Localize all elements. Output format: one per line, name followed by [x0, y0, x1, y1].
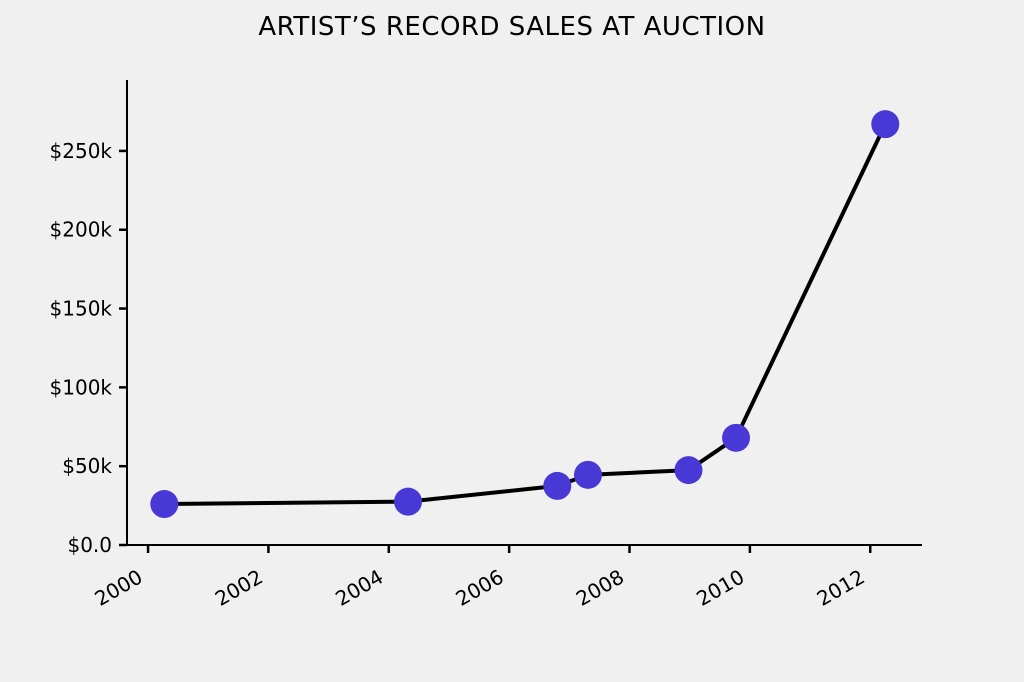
x-tick-label: 2000 [90, 565, 146, 611]
data-point [871, 110, 900, 139]
y-tick-label: $100k [50, 375, 113, 399]
data-points [150, 110, 900, 519]
data-point [722, 423, 751, 452]
y-axis: $0.0 $50k $100k $150k $200k $250k [50, 139, 127, 557]
x-tick-label: 2012 [813, 565, 869, 611]
data-line [162, 122, 888, 507]
x-tick-label: 2006 [452, 565, 508, 611]
y-tick-label: $250k [50, 139, 113, 163]
data-point [573, 460, 602, 489]
data-point [674, 456, 703, 485]
data-point [394, 487, 423, 516]
chart-title: ARTIST’S RECORD SALES AT AUCTION [258, 12, 766, 42]
y-tick-label: $0.0 [67, 533, 112, 557]
data-point [543, 471, 572, 500]
x-tick-label: 2008 [572, 565, 628, 611]
x-tick-label: 2004 [331, 565, 387, 611]
y-tick-label: $150k [50, 297, 113, 321]
y-tick-label: $50k [62, 454, 112, 478]
y-tick-label: $200k [50, 218, 113, 242]
x-axis: 2000 2002 2004 2006 2008 2010 2012 [90, 545, 872, 611]
x-tick-label: 2002 [211, 565, 267, 611]
x-tick-label: 2010 [692, 565, 748, 611]
data-point [150, 490, 179, 519]
